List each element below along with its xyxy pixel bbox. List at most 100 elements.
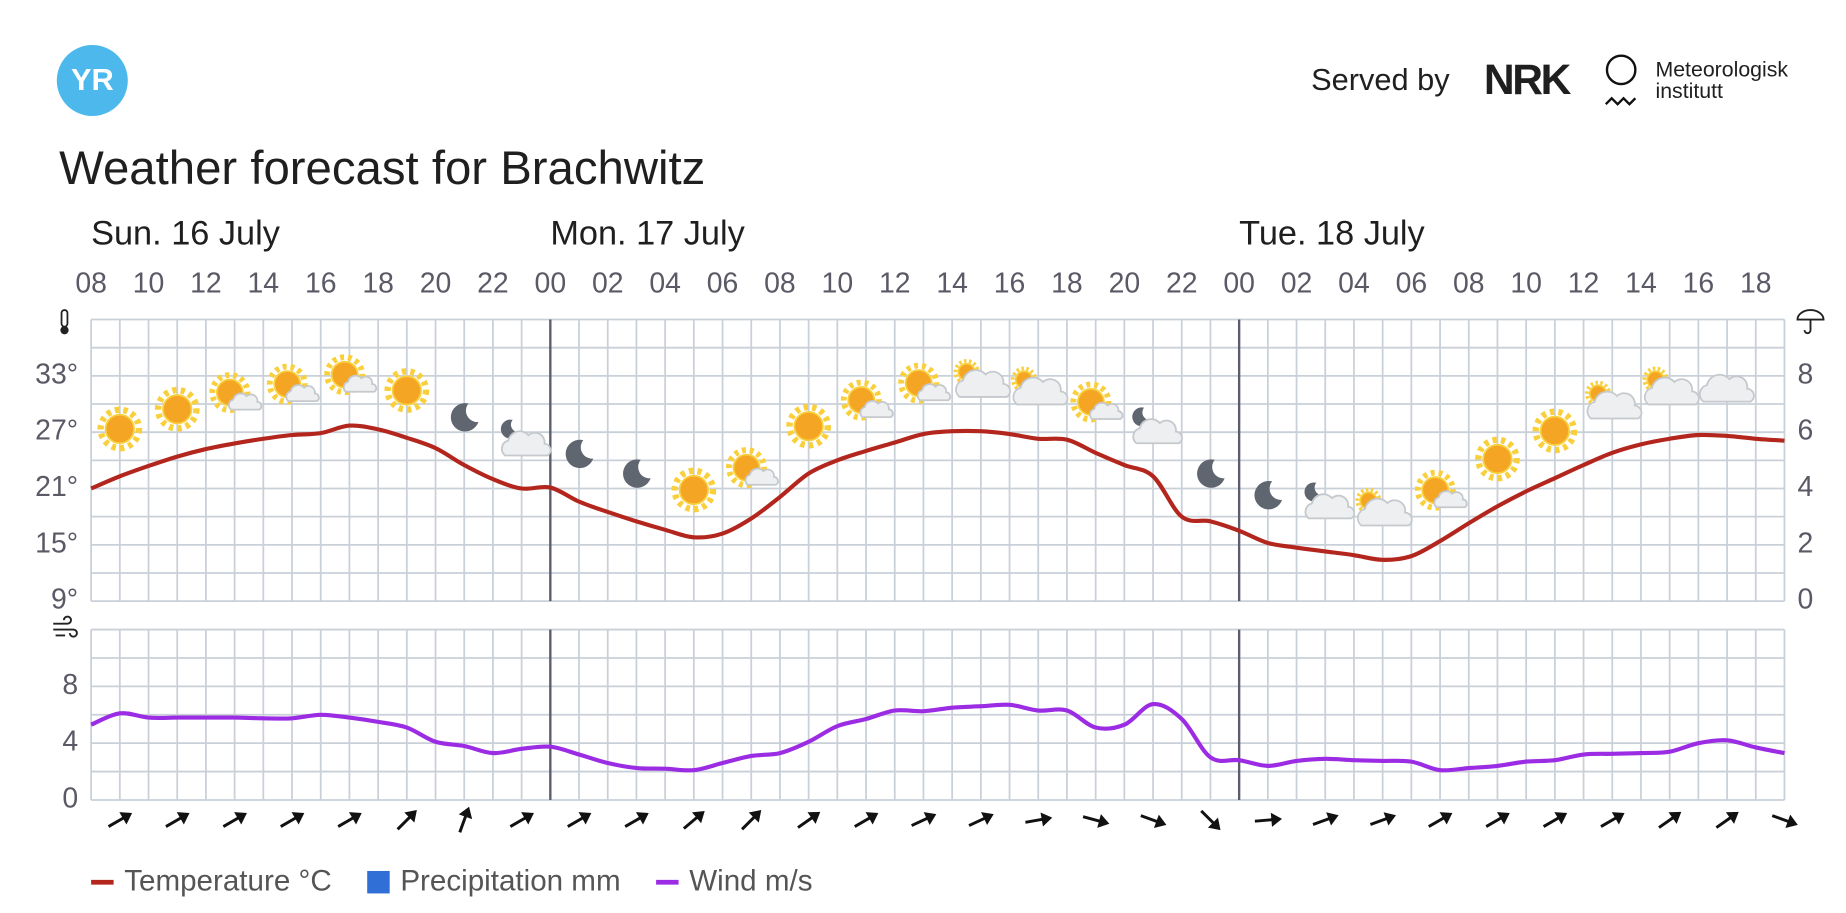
wind-arrow-head — [1611, 812, 1625, 825]
x-tick-label: 08 — [75, 268, 107, 300]
day-label: Sun. 16 July — [91, 215, 281, 253]
wind-arrow-head — [119, 812, 133, 825]
x-tick-label: 20 — [420, 268, 452, 300]
cloud — [500, 430, 552, 457]
x-tick-label: 18 — [1051, 268, 1083, 300]
weather-symbol — [154, 386, 200, 432]
wind-arrow-head — [1153, 814, 1167, 828]
wind-arrow-head — [1040, 812, 1053, 827]
weather-symbol — [1355, 487, 1413, 527]
wind-arrow-head — [923, 812, 937, 826]
weather-symbol — [266, 363, 320, 405]
y-tick-label: 9° — [51, 584, 78, 616]
sun-rays — [786, 403, 832, 449]
cloud — [1586, 390, 1643, 420]
wind-arrow — [396, 810, 417, 831]
series-line — [90, 702, 1785, 773]
wind-arrow — [165, 812, 190, 828]
weather-symbol — [1197, 459, 1225, 488]
y-tick-label: 21° — [35, 471, 78, 503]
sun-rays — [898, 362, 940, 404]
wind-arrow — [1254, 812, 1282, 827]
weather-symbol — [384, 368, 430, 413]
sun-rays — [1414, 469, 1456, 511]
sun-rays — [1532, 408, 1578, 454]
wind-arrow — [1658, 811, 1682, 829]
wind-arrow-head — [348, 812, 362, 825]
cloud — [1132, 418, 1183, 445]
sun-rays — [154, 386, 200, 432]
nrk-logo[interactable]: NRK — [1484, 56, 1574, 104]
wind-arrow — [911, 812, 937, 827]
x-tick-label: 18 — [1740, 268, 1772, 300]
wind-arrow — [567, 812, 592, 828]
wind-arrow-head — [521, 812, 534, 825]
sun-rays — [1070, 381, 1112, 423]
sun-rays — [209, 372, 251, 414]
wind-arrow-head — [1326, 812, 1339, 826]
wind-arrow-head — [1554, 812, 1568, 825]
wind-arrow-head — [748, 810, 762, 823]
wind-arrow-head — [1439, 812, 1453, 825]
wind-arrow — [1140, 814, 1167, 828]
weather-symbol — [1254, 480, 1283, 510]
weather-symbol — [565, 439, 594, 469]
y-tick-label: 4 — [1797, 471, 1813, 503]
wind-arrow — [624, 812, 649, 828]
weather-symbol — [786, 403, 832, 449]
x-tick-label: 06 — [707, 268, 739, 300]
x-tick-label: 00 — [1223, 268, 1255, 300]
legend-swatch — [367, 870, 390, 894]
moon — [623, 459, 651, 488]
sun-rays — [840, 379, 882, 421]
cloud — [1433, 490, 1468, 509]
met-name[interactable]: institutt — [1655, 79, 1723, 103]
weather-symbol — [898, 362, 952, 404]
wind-arrow — [509, 812, 534, 828]
cloud — [1012, 376, 1069, 406]
y-tick-label: 33° — [35, 358, 78, 390]
x-tick-label: 10 — [1510, 268, 1542, 300]
y-tick-label: 2 — [1797, 527, 1813, 559]
weather-symbol — [1010, 366, 1069, 406]
wind-arrow — [337, 812, 362, 828]
wind-arrow-head — [1725, 811, 1739, 824]
y-tick-label: 0 — [1797, 584, 1813, 616]
weather-symbol — [1642, 366, 1700, 406]
weather-symbol — [1532, 408, 1578, 454]
yr-logo[interactable] — [56, 44, 128, 116]
wind-arrow — [797, 811, 821, 829]
sun-disc — [162, 394, 193, 425]
met-name[interactable]: Meteorologisk — [1655, 58, 1788, 82]
axis-icons — [53, 309, 1825, 638]
x-tick-label: 22 — [477, 268, 509, 300]
sun-disc — [678, 474, 709, 506]
wind-arrow — [222, 812, 247, 828]
x-tick-label: 14 — [936, 268, 968, 300]
wind-arrow-head — [291, 812, 305, 825]
weather-symbol — [1475, 436, 1520, 482]
sun-disc — [391, 375, 422, 406]
y-tick-label: 27° — [35, 415, 78, 447]
wind-arrow-head — [635, 812, 649, 825]
x-tick-label: 16 — [305, 268, 337, 300]
x-tick-label: 06 — [1396, 268, 1428, 300]
wind-icon — [53, 615, 78, 638]
x-tick-label: 04 — [1338, 268, 1370, 300]
x-tick-label: 14 — [248, 268, 280, 300]
wind-arrow-head — [807, 811, 821, 824]
weather-symbol — [209, 372, 263, 414]
wind-arrow — [1312, 812, 1339, 826]
weather-symbol — [671, 467, 717, 513]
wind-arrow — [1771, 814, 1798, 828]
wind-arrow-head — [404, 810, 417, 823]
wind-arrow-head — [234, 812, 247, 825]
wind-arrow-head — [865, 812, 879, 825]
x-tick-label: 04 — [649, 268, 681, 300]
legend-label: Temperature °C — [124, 865, 331, 898]
cloud — [1698, 373, 1755, 403]
wind-arrow-head — [578, 812, 592, 825]
weather-symbol — [953, 359, 1011, 398]
thermometer-icon — [60, 309, 69, 328]
cloud — [1643, 376, 1700, 406]
